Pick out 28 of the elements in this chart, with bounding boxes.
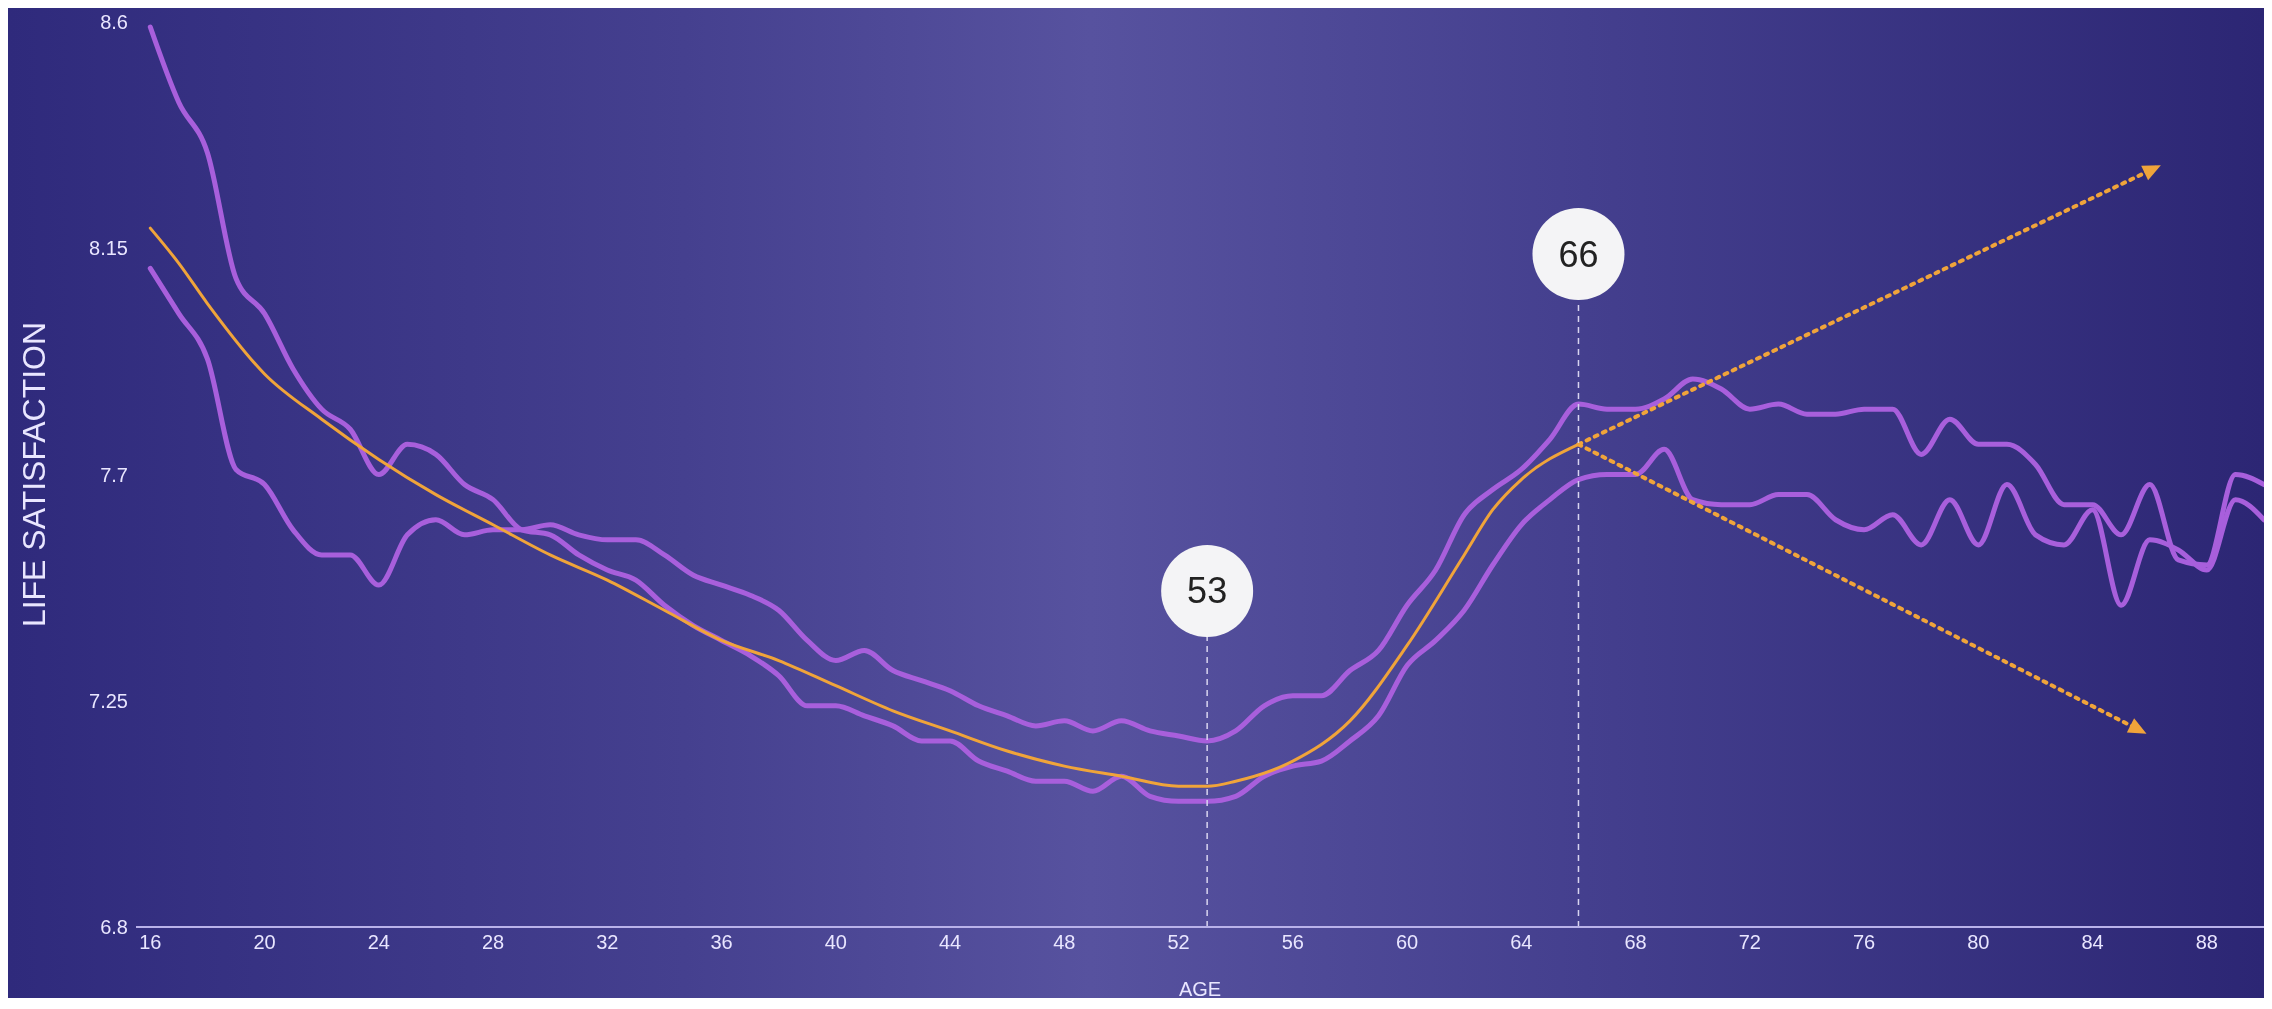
x-tick-label: 20 bbox=[253, 931, 276, 954]
x-tick-label: 84 bbox=[2081, 931, 2104, 954]
x-tick-label: 16 bbox=[139, 931, 162, 954]
x-tick-label: 76 bbox=[1852, 931, 1876, 954]
ref-line-label: 53 bbox=[1187, 570, 1228, 612]
x-tick-label: 52 bbox=[1167, 931, 1190, 954]
x-tick-label: 56 bbox=[1281, 931, 1304, 954]
x-tick-label: 40 bbox=[824, 931, 847, 954]
x-tick-label: 28 bbox=[481, 931, 505, 954]
ref-line-label: 66 bbox=[1558, 233, 1599, 275]
x-tick-label: 88 bbox=[2195, 931, 2218, 954]
x-tick-label: 48 bbox=[1053, 931, 1076, 954]
x-tick-label: 68 bbox=[1624, 931, 1647, 954]
y-tick-label: 7.7 bbox=[100, 463, 128, 486]
x-tick-label: 44 bbox=[938, 931, 962, 954]
x-tick-label: 64 bbox=[1510, 931, 1533, 954]
x-tick-label: 72 bbox=[1738, 931, 1761, 954]
y-tick-label: 8.6 bbox=[100, 11, 128, 34]
y-tick-label: 8.15 bbox=[89, 237, 128, 260]
x-tick-label: 24 bbox=[367, 931, 390, 954]
x-tick-label: 32 bbox=[596, 931, 619, 954]
x-tick-label: 60 bbox=[1395, 931, 1419, 954]
y-axis-title: LIFE SATISFACTION bbox=[16, 321, 53, 628]
y-tick-label: 7.25 bbox=[89, 689, 128, 712]
y-tick-label: 6.8 bbox=[100, 916, 128, 939]
x-tick-label: 80 bbox=[1967, 931, 1990, 954]
x-axis-title: AGE bbox=[1178, 978, 1222, 1000]
x-tick-label: 36 bbox=[710, 931, 733, 954]
